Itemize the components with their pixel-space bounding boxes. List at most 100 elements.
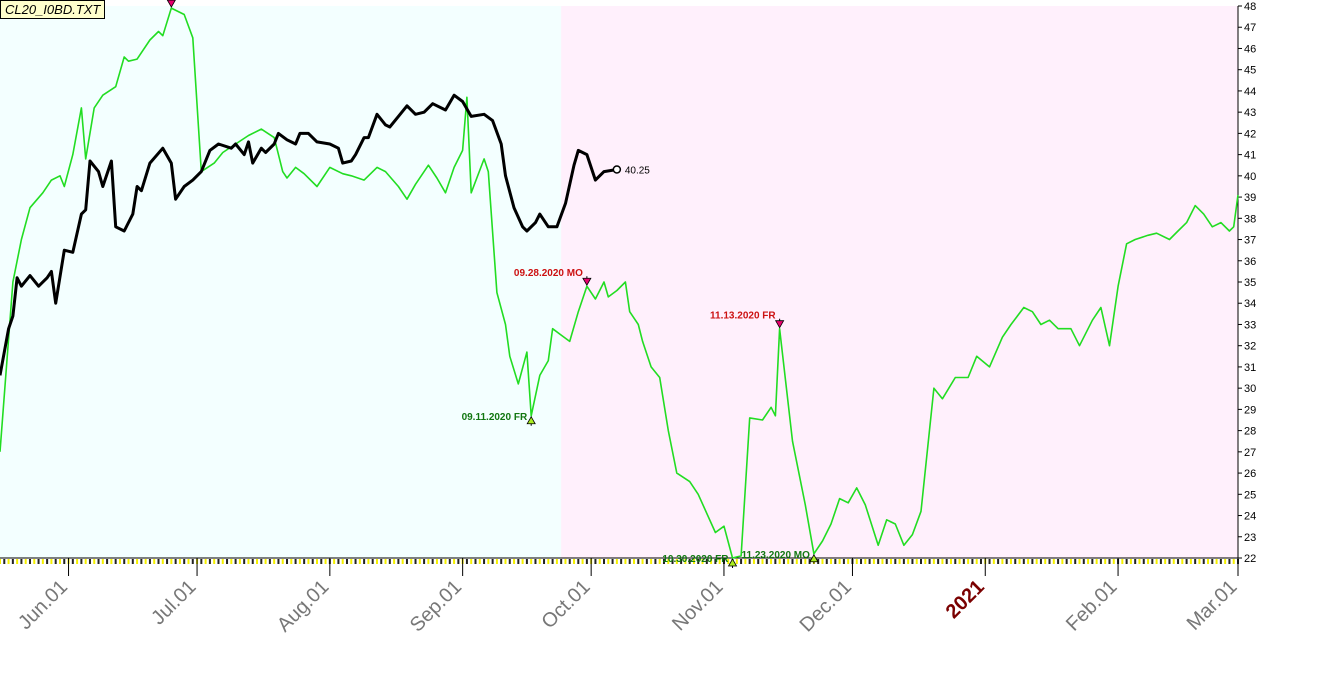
- x-minor-tick: [457, 559, 460, 564]
- x-minor-tick: [551, 559, 554, 564]
- x-minor-tick: [967, 559, 970, 564]
- x-minor-tick: [573, 559, 576, 564]
- x-minor-tick: [58, 559, 61, 564]
- x-minor-tick: [405, 559, 408, 564]
- x-minor-tick: [650, 559, 653, 564]
- x-minor-tick: [414, 559, 417, 564]
- x-minor-tick: [118, 559, 121, 564]
- y-tick-label: 46: [1244, 43, 1256, 55]
- x-minor-tick: [97, 559, 100, 564]
- x-minor-tick: [1177, 559, 1180, 564]
- x-minor-tick: [76, 559, 79, 564]
- x-minor-tick: [388, 559, 391, 564]
- x-minor-tick: [547, 559, 550, 564]
- x-minor-tick: [418, 559, 421, 564]
- x-minor-tick: [161, 559, 164, 564]
- y-tick-label: 25: [1244, 489, 1256, 501]
- x-minor-tick: [170, 559, 173, 564]
- top-marker: [582, 277, 592, 287]
- x-minor-tick: [620, 559, 623, 564]
- x-minor-tick: [872, 559, 875, 564]
- x-minor-tick: [380, 559, 383, 564]
- x-minor-tick: [847, 559, 850, 564]
- x-minor-tick: [868, 559, 871, 564]
- x-minor-tick: [830, 559, 833, 564]
- x-minor-tick: [1091, 559, 1094, 564]
- x-minor-tick: [860, 559, 863, 564]
- x-minor-tick: [1087, 559, 1090, 564]
- x-minor-tick: [453, 559, 456, 564]
- x-minor-tick: [1219, 559, 1222, 564]
- x-minor-tick: [504, 559, 507, 564]
- x-tick-label: Jul.01: [147, 576, 200, 629]
- x-minor-tick: [238, 559, 241, 564]
- x-minor-tick: [281, 559, 284, 564]
- x-minor-tick: [1052, 559, 1055, 564]
- x-minor-tick: [1134, 559, 1137, 564]
- x-minor-tick: [555, 559, 558, 564]
- x-minor-tick: [1172, 559, 1175, 564]
- x-minor-tick: [1005, 559, 1008, 564]
- x-minor-tick: [1095, 559, 1098, 564]
- x-minor-tick: [401, 559, 404, 564]
- x-minor-tick: [187, 559, 190, 564]
- y-tick-label: 36: [1244, 256, 1256, 268]
- top-marker: [166, 0, 176, 8]
- x-minor-tick: [136, 559, 139, 564]
- x-minor-tick: [1164, 559, 1167, 564]
- x-minor-tick: [1104, 559, 1107, 564]
- top-marker: [774, 320, 785, 329]
- x-minor-tick: [127, 559, 130, 564]
- x-minor-tick: [3, 559, 6, 564]
- x-minor-tick: [585, 559, 588, 564]
- x-minor-tick: [1035, 559, 1038, 564]
- x-minor-tick: [744, 559, 747, 564]
- y-tick-label: 45: [1244, 65, 1256, 77]
- x-tick-label: Dec.01: [796, 576, 856, 636]
- x-minor-tick: [855, 559, 858, 564]
- x-minor-tick: [1189, 559, 1192, 564]
- x-minor-tick: [658, 559, 661, 564]
- x-minor-tick: [774, 559, 777, 564]
- x-minor-tick: [1065, 559, 1068, 564]
- x-minor-tick: [427, 559, 430, 564]
- chart-title: CL20_I0BD.TXT: [0, 0, 106, 19]
- last-value-point: [612, 165, 622, 174]
- y-tick-label: 40: [1244, 171, 1256, 183]
- x-minor-tick: [697, 559, 700, 564]
- x-minor-tick: [1125, 559, 1128, 564]
- x-minor-tick: [178, 559, 181, 564]
- x-minor-tick: [1082, 559, 1085, 564]
- y-tick-label: 28: [1244, 426, 1256, 438]
- x-minor-tick: [54, 559, 57, 564]
- x-minor-tick: [354, 559, 357, 564]
- y-tick-label: 35: [1244, 277, 1256, 289]
- x-minor-tick: [1057, 559, 1060, 564]
- x-minor-tick: [183, 559, 186, 564]
- x-minor-tick: [191, 559, 194, 564]
- x-minor-tick: [1138, 559, 1141, 564]
- x-minor-tick: [63, 559, 66, 564]
- x-minor-tick: [1159, 559, 1162, 564]
- x-minor-tick: [971, 559, 974, 564]
- x-minor-tick: [1112, 559, 1115, 564]
- x-minor-tick: [718, 559, 721, 564]
- x-minor-tick: [907, 559, 910, 564]
- x-minor-tick: [662, 559, 665, 564]
- x-minor-tick: [949, 559, 952, 564]
- x-minor-tick: [208, 559, 211, 564]
- x-minor-tick: [705, 559, 708, 564]
- x-minor-tick: [1009, 559, 1012, 564]
- x-minor-tick: [247, 559, 250, 564]
- x-minor-tick: [221, 559, 224, 564]
- x-tick-label: Feb.01: [1062, 576, 1122, 636]
- x-minor-tick: [324, 559, 327, 564]
- bottom-marker-label: 11.23.2020 MO: [742, 550, 811, 561]
- x-minor-tick: [838, 559, 841, 564]
- x-minor-tick: [363, 559, 366, 564]
- bottom-marker-label: 10.30.2020 FR: [662, 554, 729, 565]
- bottom-marker: [727, 558, 738, 567]
- x-minor-tick: [988, 559, 991, 564]
- y-tick-label: 37: [1244, 235, 1256, 247]
- x-minor-tick: [80, 559, 83, 564]
